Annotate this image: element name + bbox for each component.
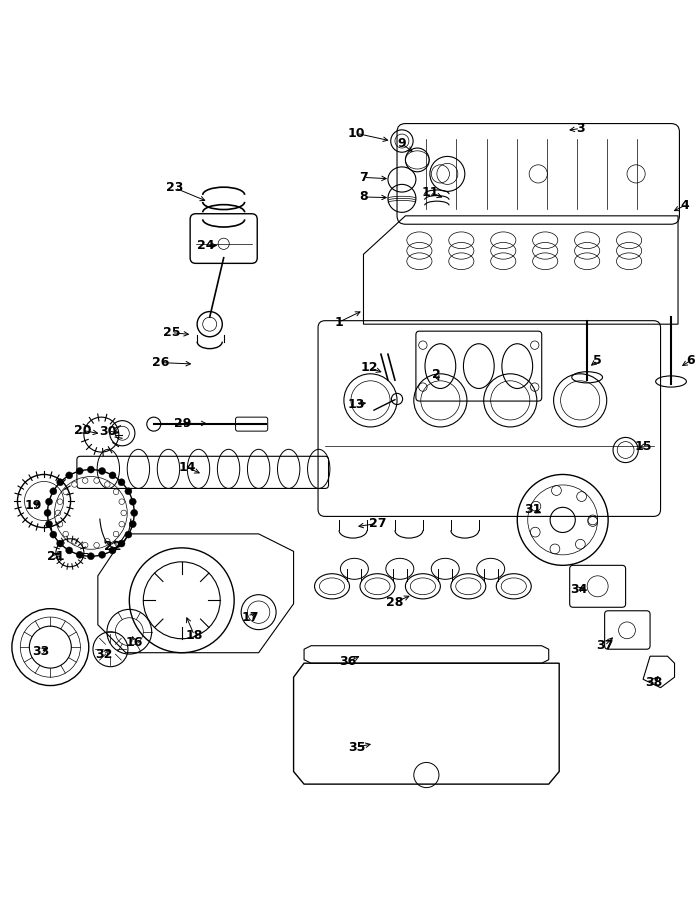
Text: 15: 15 — [634, 440, 652, 453]
Text: 30: 30 — [100, 425, 117, 437]
Text: 38: 38 — [645, 676, 662, 688]
Text: 26: 26 — [152, 356, 169, 369]
Text: 6: 6 — [686, 354, 695, 367]
Circle shape — [57, 540, 64, 547]
Circle shape — [57, 479, 64, 486]
Circle shape — [125, 488, 132, 495]
Circle shape — [119, 521, 124, 526]
Circle shape — [129, 499, 136, 505]
Text: 19: 19 — [25, 500, 42, 512]
Text: 31: 31 — [524, 503, 541, 516]
Text: 5: 5 — [593, 354, 602, 367]
Circle shape — [76, 468, 83, 474]
Circle shape — [113, 489, 119, 495]
Circle shape — [72, 482, 78, 487]
Text: 1: 1 — [335, 316, 343, 328]
Text: 28: 28 — [387, 596, 403, 609]
Text: 35: 35 — [348, 741, 365, 753]
Circle shape — [109, 472, 116, 479]
Text: 12: 12 — [360, 361, 378, 374]
Circle shape — [45, 520, 52, 527]
Text: 23: 23 — [166, 182, 183, 194]
Text: 18: 18 — [186, 629, 203, 642]
Text: 34: 34 — [570, 583, 587, 597]
Circle shape — [50, 531, 57, 538]
Text: 14: 14 — [178, 461, 196, 474]
Circle shape — [94, 478, 99, 483]
Circle shape — [76, 552, 83, 558]
Circle shape — [66, 547, 73, 553]
Text: 2: 2 — [432, 368, 440, 381]
Text: 32: 32 — [95, 648, 112, 662]
Text: 8: 8 — [359, 191, 368, 203]
Text: 10: 10 — [347, 127, 366, 140]
Circle shape — [55, 510, 61, 516]
Circle shape — [45, 499, 52, 505]
Text: 24: 24 — [197, 239, 215, 252]
Text: 3: 3 — [576, 122, 584, 135]
Text: 33: 33 — [32, 644, 49, 658]
Text: 11: 11 — [421, 186, 439, 199]
Text: 7: 7 — [359, 171, 368, 184]
Text: 29: 29 — [175, 417, 192, 430]
Circle shape — [118, 540, 125, 547]
Circle shape — [119, 499, 124, 505]
Circle shape — [131, 509, 138, 517]
Circle shape — [99, 468, 106, 474]
Text: 9: 9 — [398, 138, 406, 150]
Circle shape — [109, 547, 116, 553]
Text: 36: 36 — [340, 655, 356, 669]
Text: 21: 21 — [47, 550, 65, 562]
Circle shape — [63, 531, 69, 536]
Circle shape — [105, 482, 110, 487]
Text: 22: 22 — [104, 540, 122, 553]
Circle shape — [82, 478, 88, 483]
Circle shape — [44, 509, 51, 517]
Circle shape — [63, 489, 69, 495]
Text: 25: 25 — [162, 326, 180, 339]
Circle shape — [125, 531, 132, 538]
Circle shape — [87, 466, 94, 473]
Circle shape — [82, 543, 88, 548]
Circle shape — [87, 553, 94, 560]
Circle shape — [71, 538, 77, 544]
Circle shape — [105, 538, 110, 544]
Circle shape — [99, 552, 106, 558]
Circle shape — [66, 472, 73, 479]
Circle shape — [57, 499, 63, 505]
Text: 27: 27 — [368, 517, 387, 530]
Circle shape — [129, 520, 136, 527]
Circle shape — [57, 521, 63, 526]
Circle shape — [113, 531, 119, 536]
Text: 13: 13 — [348, 398, 365, 411]
Text: 16: 16 — [126, 635, 143, 649]
Circle shape — [118, 479, 125, 486]
Text: 20: 20 — [73, 424, 92, 436]
Text: 4: 4 — [681, 199, 689, 212]
Circle shape — [50, 488, 57, 495]
Text: 17: 17 — [241, 611, 259, 625]
Circle shape — [121, 510, 127, 516]
Circle shape — [94, 543, 99, 548]
Text: 37: 37 — [596, 639, 613, 652]
